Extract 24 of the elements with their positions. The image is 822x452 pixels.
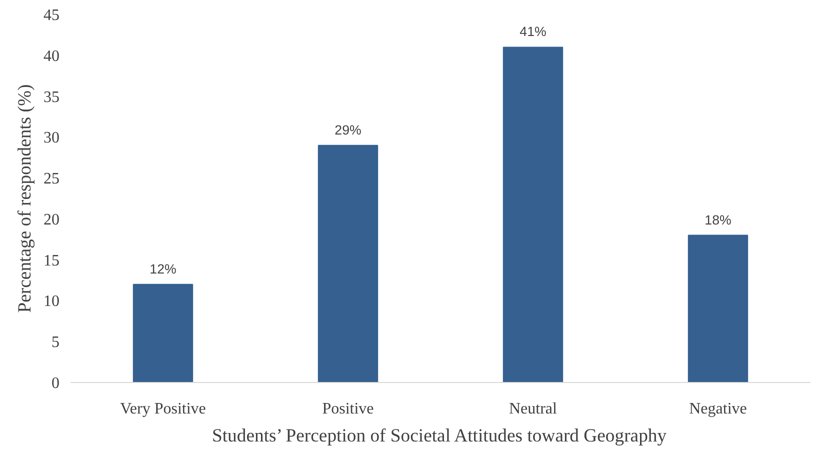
data-label: 29%: [334, 122, 362, 138]
bar: [502, 46, 564, 382]
y-tick-label: 25: [44, 170, 60, 188]
bar: [318, 144, 378, 382]
x-tick-label: Positive: [322, 400, 374, 418]
y-tick-label: 30: [44, 130, 60, 147]
y-tick-label: 5: [52, 334, 60, 352]
x-tick-label: Negative: [689, 400, 747, 418]
bar: [132, 284, 194, 382]
y-axis-title: Percentage of respondents (%): [14, 84, 36, 313]
bar: [688, 234, 748, 382]
x-tick-label: Very Positive: [120, 400, 206, 418]
y-tick-label: 35: [44, 88, 60, 106]
data-label: 41%: [520, 24, 546, 40]
y-tick-label: 40: [44, 48, 60, 65]
y-tick-label: 45: [44, 7, 60, 24]
y-tick-label: 10: [44, 293, 60, 310]
data-label: 12%: [150, 261, 176, 276]
x-axis-title: Students’ Perception of Societal Attitudes toward Geography: [212, 426, 668, 446]
x-tick-label: Neutral: [509, 400, 558, 418]
y-tick-label: 15: [44, 252, 60, 270]
data-label: 18%: [704, 212, 732, 228]
y-tick-label: 20: [44, 211, 60, 228]
y-tick-label: 0: [52, 375, 60, 392]
